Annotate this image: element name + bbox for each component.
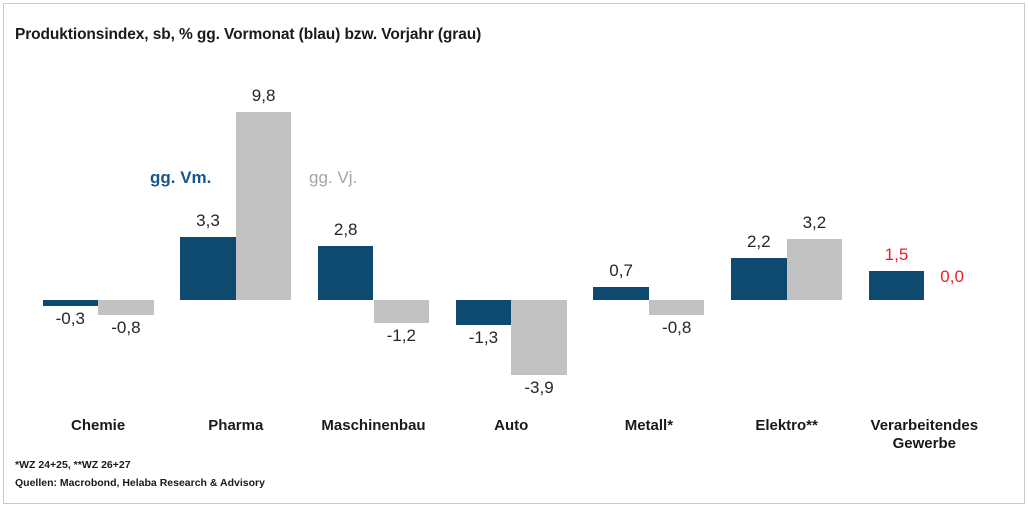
bar-value-label: 0,7 [609, 260, 633, 280]
bar-value-label: 3,2 [802, 212, 827, 232]
bar-vm-5 [731, 257, 787, 300]
bar-value-label: 2,8 [333, 220, 358, 240]
category-label: Verarbeitendes Gewerbe [870, 417, 979, 452]
bar-vm-2 [317, 246, 374, 300]
bar-value-label: -3,9 [524, 377, 554, 397]
legend-vm-label: gg. Vm. [150, 168, 212, 187]
bar-value-label: 1,5 [884, 245, 909, 265]
bar-vj-3 [511, 300, 567, 375]
bar-vm-4 [593, 286, 649, 300]
bar-value-label: -0,8 [111, 318, 141, 338]
footnote-sources: Quellen: Macrobond, Helaba Research & Ad… [15, 477, 265, 489]
legend-vj-label: gg. Vj. [309, 168, 358, 187]
bar-vj-5 [786, 238, 843, 300]
bar-vj-0 [98, 300, 154, 316]
bar-vm-1 [180, 236, 236, 300]
footnote-wz-codes: *WZ 24+25, **WZ 26+27 [15, 459, 131, 471]
bar-vj-1 [235, 111, 292, 300]
bar-vm-0 [42, 300, 99, 306]
bar-value-label: 9,8 [251, 85, 276, 105]
bar-value-label: -1,3 [468, 327, 499, 347]
bar-vm-3 [455, 300, 512, 325]
bar-value-label: -0,3 [55, 308, 85, 328]
bar-value-label: 3,3 [196, 210, 220, 230]
chart-title: Produktionsindex, sb, % gg. Vormonat (bl… [15, 26, 482, 43]
bar-value-label: -1,2 [386, 326, 416, 346]
bar-value-label: 2,2 [746, 231, 771, 251]
bar-value-label: 0,0 [940, 267, 964, 286]
bar-vj-4 [648, 300, 705, 316]
category-label: Metall* [624, 417, 674, 434]
bar-vm-6 [868, 271, 925, 300]
category-label: Elektro** [755, 417, 818, 434]
category-label: Auto [494, 417, 529, 434]
category-label: Chemie [71, 417, 126, 434]
bar-value-label: -0,8 [662, 318, 692, 338]
category-label: Pharma [208, 417, 264, 434]
bar-vj-2 [373, 300, 430, 324]
category-label: Maschinenbau [321, 417, 426, 434]
